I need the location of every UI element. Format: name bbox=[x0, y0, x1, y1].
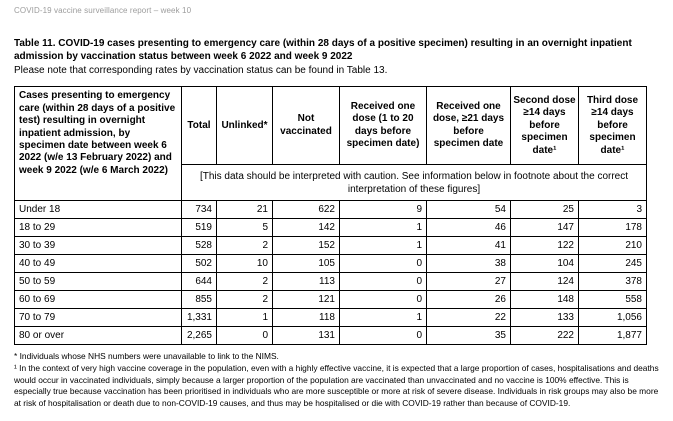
cell-value: 124 bbox=[510, 272, 579, 292]
cell-value: 644 bbox=[181, 272, 217, 292]
cell-value: 147 bbox=[510, 218, 579, 238]
report-page: COVID-19 vaccine surveillance report – w… bbox=[14, 6, 660, 409]
cell-value: 222 bbox=[510, 326, 579, 346]
column-header-second-dose: Second dose ≥14 days before specimen dat… bbox=[510, 86, 579, 166]
cell-value: 38 bbox=[426, 254, 511, 274]
cell-value: 3 bbox=[578, 200, 647, 220]
cell-value: 152 bbox=[272, 236, 340, 256]
column-header-unlinked: Unlinked* bbox=[216, 86, 273, 166]
cell-value: 22 bbox=[426, 308, 511, 328]
row-label: 50 to 59 bbox=[14, 272, 182, 292]
table-row-30-to-39: 30 to 39 528 2 152 1 41 122 210 bbox=[14, 236, 647, 256]
footnote-interpretation: ¹ In the context of very high vaccine co… bbox=[14, 362, 659, 408]
cell-value: 0 bbox=[339, 290, 427, 310]
cell-value: 1 bbox=[339, 218, 427, 238]
row-label: 18 to 29 bbox=[14, 218, 182, 238]
column-header-total: Total bbox=[181, 86, 217, 166]
cell-value: 54 bbox=[426, 200, 511, 220]
report-header: COVID-19 vaccine surveillance report – w… bbox=[14, 6, 192, 15]
cell-value: 113 bbox=[272, 272, 340, 292]
table-row-70-to-79: 70 to 79 1,331 1 118 1 22 133 1,056 bbox=[14, 308, 647, 328]
row-label: Under 18 bbox=[14, 200, 182, 220]
cell-value: 122 bbox=[510, 236, 579, 256]
cell-value: 25 bbox=[510, 200, 579, 220]
cell-value: 1 bbox=[339, 236, 427, 256]
cell-value: 245 bbox=[578, 254, 647, 274]
row-header-description: Cases presenting to emergency care (with… bbox=[14, 86, 182, 202]
cell-value: 1,331 bbox=[181, 308, 217, 328]
cell-value: 0 bbox=[339, 254, 427, 274]
cell-value: 210 bbox=[578, 236, 647, 256]
cell-value: 519 bbox=[181, 218, 217, 238]
row-label: 60 to 69 bbox=[14, 290, 182, 310]
cell-value: 1,877 bbox=[578, 326, 647, 346]
cell-value: 855 bbox=[181, 290, 217, 310]
cell-value: 558 bbox=[578, 290, 647, 310]
cell-value: 502 bbox=[181, 254, 217, 274]
cell-value: 46 bbox=[426, 218, 511, 238]
cell-value: 1,056 bbox=[578, 308, 647, 328]
cell-value: 0 bbox=[339, 272, 427, 292]
footnotes: * Individuals whose NHS numbers were una… bbox=[14, 351, 660, 409]
row-label: 70 to 79 bbox=[14, 308, 182, 328]
cell-value: 131 bbox=[272, 326, 340, 346]
column-header-third-dose: Third dose ≥14 days before specimen date… bbox=[578, 86, 647, 166]
cell-value: 2 bbox=[216, 290, 273, 310]
cell-value: 378 bbox=[578, 272, 647, 292]
table-row-50-to-59: 50 to 59 644 2 113 0 27 124 378 bbox=[14, 272, 647, 292]
cell-value: 133 bbox=[510, 308, 579, 328]
cell-value: 1 bbox=[339, 308, 427, 328]
cell-value: 9 bbox=[339, 200, 427, 220]
cell-value: 622 bbox=[272, 200, 340, 220]
cell-value: 105 bbox=[272, 254, 340, 274]
table-subtitle: Please note that corresponding rates by … bbox=[14, 65, 388, 77]
cell-value: 2 bbox=[216, 272, 273, 292]
cell-value: 41 bbox=[426, 236, 511, 256]
cell-value: 2 bbox=[216, 236, 273, 256]
row-label: 40 to 49 bbox=[14, 254, 182, 274]
caution-row: [This data should be interpreted with ca… bbox=[15, 164, 647, 202]
cell-value: 0 bbox=[216, 326, 273, 346]
cell-value: 178 bbox=[578, 218, 647, 238]
table-row-under-18: Under 18 734 21 622 9 54 25 3 bbox=[14, 200, 647, 220]
cell-value: 10 bbox=[216, 254, 273, 274]
column-header-one-dose-21-days: Received one dose, ≥21 days before speci… bbox=[426, 86, 511, 166]
cell-value: 118 bbox=[272, 308, 340, 328]
cell-value: 2,265 bbox=[181, 326, 217, 346]
cell-value: 528 bbox=[181, 236, 217, 256]
cell-value: 5 bbox=[216, 218, 273, 238]
cell-value: 121 bbox=[272, 290, 340, 310]
cell-value: 26 bbox=[426, 290, 511, 310]
table-row-60-to-69: 60 to 69 855 2 121 0 26 148 558 bbox=[14, 290, 647, 310]
table-row-80-or-over: 80 or over 2,265 0 131 0 35 222 1,877 bbox=[14, 326, 647, 346]
cell-value: 27 bbox=[426, 272, 511, 292]
cell-value: 21 bbox=[216, 200, 273, 220]
row-label: 80 or over bbox=[14, 326, 182, 346]
cell-value: 734 bbox=[181, 200, 217, 220]
table-header-row: Cases presenting to emergency care (with… bbox=[14, 86, 647, 202]
column-header-not-vaccinated: Not vaccinated bbox=[272, 86, 340, 166]
table-title: Table 11. COVID-19 cases presenting to e… bbox=[14, 38, 632, 63]
cell-value: 1 bbox=[216, 308, 273, 328]
vaccination-status-table: Cases presenting to emergency care (with… bbox=[14, 86, 647, 346]
cell-value: 104 bbox=[510, 254, 579, 274]
column-header-one-dose-1-20-days: Received one dose (1 to 20 days before s… bbox=[339, 86, 427, 166]
cell-value: 0 bbox=[339, 326, 427, 346]
cell-value: 148 bbox=[510, 290, 579, 310]
cell-value: 35 bbox=[426, 326, 511, 346]
cell-value: 142 bbox=[272, 218, 340, 238]
footnote-unlinked: * Individuals whose NHS numbers were una… bbox=[14, 351, 279, 362]
table-row-18-to-29: 18 to 29 519 5 142 1 46 147 178 bbox=[14, 218, 647, 238]
table-row-40-to-49: 40 to 49 502 10 105 0 38 104 245 bbox=[14, 254, 647, 274]
caution-note: [This data should be interpreted with ca… bbox=[181, 164, 647, 202]
row-label: 30 to 39 bbox=[14, 236, 182, 256]
